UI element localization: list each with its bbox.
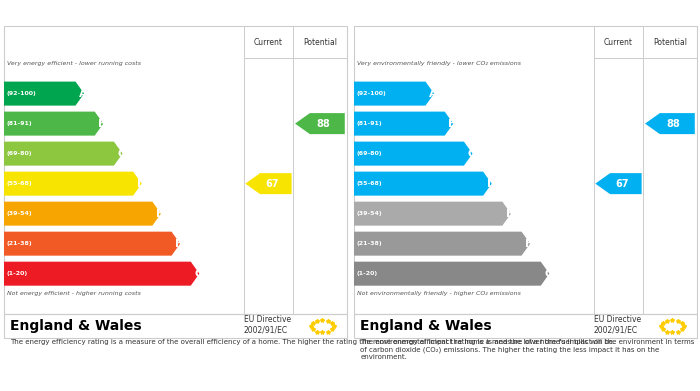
Text: (81-91): (81-91) <box>357 121 383 126</box>
Polygon shape <box>354 82 434 106</box>
Polygon shape <box>4 202 161 226</box>
Text: C: C <box>118 149 125 159</box>
Text: Current: Current <box>604 38 633 47</box>
Text: A: A <box>429 89 438 99</box>
Text: G: G <box>544 269 553 279</box>
Polygon shape <box>354 111 454 136</box>
Text: EU Directive
2002/91/EC: EU Directive 2002/91/EC <box>594 315 641 335</box>
Polygon shape <box>354 262 550 286</box>
Text: (69-80): (69-80) <box>7 151 32 156</box>
Polygon shape <box>4 172 141 196</box>
Text: C: C <box>468 149 475 159</box>
Text: Environmental Impact (CO₂) Rating: Environmental Impact (CO₂) Rating <box>394 7 656 21</box>
Text: (1-20): (1-20) <box>7 271 28 276</box>
Text: (92-100): (92-100) <box>7 91 36 96</box>
Polygon shape <box>295 113 345 134</box>
Polygon shape <box>4 262 199 286</box>
Text: EU Directive
2002/91/EC: EU Directive 2002/91/EC <box>244 315 290 335</box>
Polygon shape <box>4 142 122 166</box>
Text: F: F <box>525 239 533 249</box>
Text: 67: 67 <box>615 179 629 188</box>
Text: B: B <box>448 118 456 129</box>
Text: (21-38): (21-38) <box>7 241 33 246</box>
Polygon shape <box>645 113 695 134</box>
Text: 88: 88 <box>666 118 680 129</box>
Text: D: D <box>486 179 496 188</box>
Text: D: D <box>136 179 146 188</box>
Text: G: G <box>194 269 203 279</box>
Text: Potential: Potential <box>303 38 337 47</box>
Text: The environmental impact rating is a measure of a home's impact on the environme: The environmental impact rating is a mea… <box>360 339 694 360</box>
Text: (81-91): (81-91) <box>7 121 33 126</box>
Text: Current: Current <box>254 38 283 47</box>
Polygon shape <box>4 82 84 106</box>
Polygon shape <box>595 173 642 194</box>
Text: 88: 88 <box>316 118 330 129</box>
Polygon shape <box>4 111 104 136</box>
Text: (39-54): (39-54) <box>7 211 33 216</box>
Text: (1-20): (1-20) <box>357 271 378 276</box>
Polygon shape <box>354 142 472 166</box>
Text: (21-38): (21-38) <box>357 241 383 246</box>
Text: A: A <box>79 89 88 99</box>
Text: Potential: Potential <box>653 38 687 47</box>
Polygon shape <box>354 202 511 226</box>
Polygon shape <box>245 173 292 194</box>
Text: Environmental Impact (CO: Environmental Impact (CO <box>364 7 560 21</box>
Text: B: B <box>98 118 106 129</box>
Text: (69-80): (69-80) <box>357 151 382 156</box>
Text: (39-54): (39-54) <box>357 211 383 216</box>
Text: F: F <box>175 239 183 249</box>
Text: 67: 67 <box>265 179 279 188</box>
Text: England & Wales: England & Wales <box>10 319 142 333</box>
Text: Not energy efficient - higher running costs: Not energy efficient - higher running co… <box>7 291 141 296</box>
Text: (55-68): (55-68) <box>7 181 33 186</box>
Text: Very energy efficient - lower running costs: Very energy efficient - lower running co… <box>7 61 141 66</box>
Text: E: E <box>156 209 163 219</box>
Text: Very environmentally friendly - lower CO₂ emissions: Very environmentally friendly - lower CO… <box>357 61 521 66</box>
Polygon shape <box>354 231 530 256</box>
Text: The energy efficiency rating is a measure of the overall efficiency of a home. T: The energy efficiency rating is a measur… <box>10 339 615 345</box>
Text: Energy Efficiency Rating: Energy Efficiency Rating <box>83 7 267 21</box>
Text: (92-100): (92-100) <box>357 91 386 96</box>
Text: E: E <box>506 209 513 219</box>
Text: England & Wales: England & Wales <box>360 319 492 333</box>
Text: Not environmentally friendly - higher CO₂ emissions: Not environmentally friendly - higher CO… <box>357 291 521 296</box>
Text: (55-68): (55-68) <box>357 181 383 186</box>
Polygon shape <box>354 172 491 196</box>
Polygon shape <box>4 231 180 256</box>
